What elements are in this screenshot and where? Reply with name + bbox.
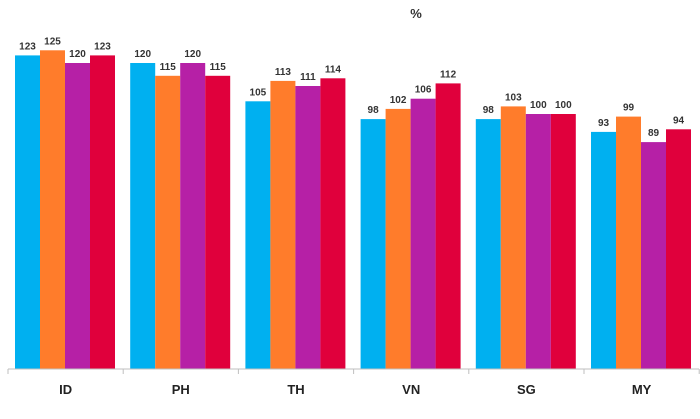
data-label-id-3: 120 <box>69 49 86 60</box>
data-label-my-3: 89 <box>648 128 660 139</box>
bar-id-4 <box>90 55 115 370</box>
category-label-id: ID <box>59 382 72 397</box>
bar-sg-3 <box>525 114 551 369</box>
data-label-vn-1: 98 <box>368 105 380 116</box>
bar-sg-2 <box>500 106 526 370</box>
data-label-vn-3: 106 <box>415 85 432 96</box>
bar-ph-1 <box>130 63 156 369</box>
data-labels-group: 123 125 120 123 120 115 120 115 105 113 111 114 98 10… <box>19 36 684 139</box>
bar-vn-4 <box>435 83 461 370</box>
bar-my-2 <box>616 116 641 369</box>
category-label-th: TH <box>287 382 304 397</box>
bar-sg-1 <box>475 119 501 369</box>
bars-group <box>15 50 691 370</box>
unit-label: % <box>410 6 422 21</box>
data-label-sg-1: 98 <box>483 105 495 116</box>
data-label-th-4: 114 <box>325 64 342 75</box>
data-label-ph-4: 115 <box>210 62 227 73</box>
bar-ph-2 <box>155 75 181 370</box>
bar-th-4 <box>320 78 346 370</box>
bar-sg-4 <box>550 114 576 369</box>
data-label-id-2: 125 <box>44 36 61 47</box>
category-label-my: MY <box>632 382 652 397</box>
bar-ph-3 <box>180 63 206 369</box>
bar-ph-4 <box>205 75 231 370</box>
data-label-sg-2: 103 <box>505 92 522 103</box>
category-label-ph: PH <box>172 382 190 397</box>
category-label-sg: SG <box>517 382 536 397</box>
bar-vn-3 <box>410 98 436 369</box>
bar-id-3 <box>65 63 90 369</box>
data-label-id-4: 123 <box>94 41 111 52</box>
x-axis-categories: ID PH TH VN SG MY <box>59 382 652 397</box>
data-label-id-1: 123 <box>19 41 36 52</box>
bar-vn-2 <box>385 108 411 370</box>
bar-vn-1 <box>360 119 386 369</box>
data-label-vn-4: 112 <box>440 69 457 80</box>
bar-my-1 <box>591 131 616 369</box>
category-label-vn: VN <box>402 382 420 397</box>
bar-th-1 <box>245 101 271 370</box>
data-label-vn-2: 102 <box>390 95 407 106</box>
bar-id-2 <box>40 50 65 370</box>
data-label-my-4: 94 <box>673 115 685 126</box>
bar-id-1 <box>15 55 40 370</box>
data-label-sg-4: 100 <box>555 100 572 111</box>
x-axis-ticks <box>7 369 700 374</box>
data-label-my-1: 93 <box>598 118 610 129</box>
data-label-ph-3: 120 <box>184 49 201 60</box>
data-label-sg-3: 100 <box>530 100 547 111</box>
data-label-th-3: 111 <box>300 72 316 83</box>
data-label-my-2: 99 <box>623 103 635 114</box>
bar-th-2 <box>270 80 296 370</box>
bar-th-3 <box>295 86 321 369</box>
bar-my-3 <box>641 142 666 369</box>
data-label-ph-1: 120 <box>134 49 151 60</box>
bar-my-4 <box>666 129 691 369</box>
data-label-th-1: 105 <box>250 87 267 98</box>
data-label-ph-2: 115 <box>160 62 177 73</box>
data-label-th-2: 113 <box>275 67 292 78</box>
